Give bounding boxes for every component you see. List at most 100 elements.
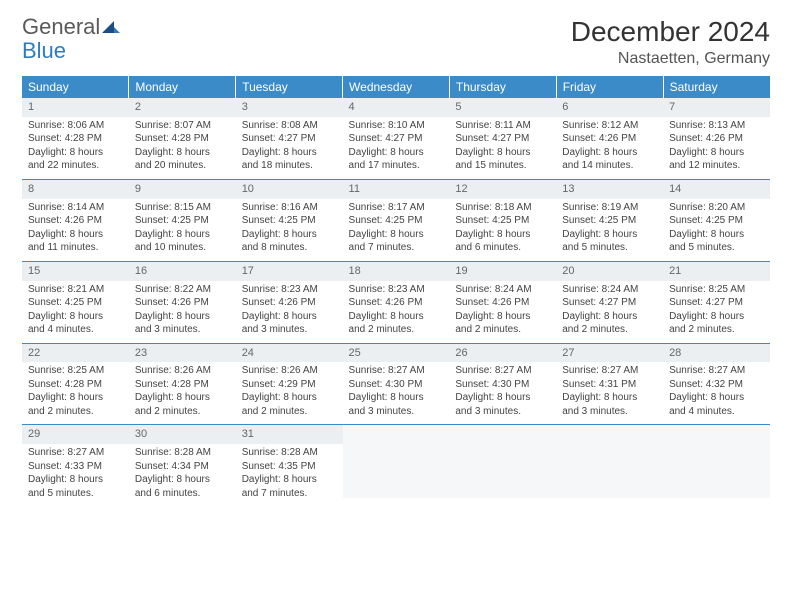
day-body: Sunrise: 8:15 AMSunset: 4:25 PMDaylight:…: [129, 199, 236, 261]
day-number: 26: [449, 344, 556, 363]
daylight-line1: Daylight: 8 hours: [28, 146, 123, 160]
calendar-day-cell: 20Sunrise: 8:24 AMSunset: 4:27 PMDayligh…: [556, 261, 663, 343]
daylight-line2: and 2 minutes.: [28, 405, 123, 419]
daylight-line1: Daylight: 8 hours: [562, 391, 657, 405]
day-body: Sunrise: 8:21 AMSunset: 4:25 PMDaylight:…: [22, 281, 129, 343]
day-body: Sunrise: 8:25 AMSunset: 4:28 PMDaylight:…: [22, 362, 129, 424]
sunset-text: Sunset: 4:35 PM: [242, 460, 337, 474]
calendar-day-cell: 15Sunrise: 8:21 AMSunset: 4:25 PMDayligh…: [22, 261, 129, 343]
calendar-day-cell: 30Sunrise: 8:28 AMSunset: 4:34 PMDayligh…: [129, 425, 236, 506]
sunset-text: Sunset: 4:27 PM: [242, 132, 337, 146]
day-number: 13: [556, 180, 663, 199]
day-number: 27: [556, 344, 663, 363]
sunrise-text: Sunrise: 8:26 AM: [135, 364, 230, 378]
day-number: [663, 425, 770, 444]
calendar-day-cell: 23Sunrise: 8:26 AMSunset: 4:28 PMDayligh…: [129, 343, 236, 425]
weekday-header: Sunday: [22, 76, 129, 98]
calendar-week-row: 8Sunrise: 8:14 AMSunset: 4:26 PMDaylight…: [22, 179, 770, 261]
sunrise-text: Sunrise: 8:27 AM: [562, 364, 657, 378]
logo-sail-icon: [100, 19, 120, 40]
daylight-line2: and 4 minutes.: [28, 323, 123, 337]
calendar-day-cell: 8Sunrise: 8:14 AMSunset: 4:26 PMDaylight…: [22, 179, 129, 261]
sunset-text: Sunset: 4:25 PM: [455, 214, 550, 228]
daylight-line1: Daylight: 8 hours: [669, 146, 764, 160]
calendar-day-cell: 27Sunrise: 8:27 AMSunset: 4:31 PMDayligh…: [556, 343, 663, 425]
day-body: Sunrise: 8:24 AMSunset: 4:27 PMDaylight:…: [556, 281, 663, 343]
weekday-header: Thursday: [449, 76, 556, 98]
weekday-header: Tuesday: [236, 76, 343, 98]
calendar-day-cell: 6Sunrise: 8:12 AMSunset: 4:26 PMDaylight…: [556, 98, 663, 179]
sunrise-text: Sunrise: 8:07 AM: [135, 119, 230, 133]
daylight-line2: and 6 minutes.: [135, 487, 230, 501]
daylight-line2: and 4 minutes.: [669, 405, 764, 419]
calendar-day-cell: 12Sunrise: 8:18 AMSunset: 4:25 PMDayligh…: [449, 179, 556, 261]
day-number: 18: [343, 262, 450, 281]
daylight-line1: Daylight: 8 hours: [242, 473, 337, 487]
day-body: Sunrise: 8:25 AMSunset: 4:27 PMDaylight:…: [663, 281, 770, 343]
day-body: Sunrise: 8:23 AMSunset: 4:26 PMDaylight:…: [343, 281, 450, 343]
sunset-text: Sunset: 4:27 PM: [349, 132, 444, 146]
sunrise-text: Sunrise: 8:27 AM: [455, 364, 550, 378]
day-number: 23: [129, 344, 236, 363]
day-number: 5: [449, 98, 556, 117]
daylight-line2: and 20 minutes.: [135, 159, 230, 173]
sunrise-text: Sunrise: 8:13 AM: [669, 119, 764, 133]
day-body: Sunrise: 8:10 AMSunset: 4:27 PMDaylight:…: [343, 117, 450, 179]
calendar-day-cell: 5Sunrise: 8:11 AMSunset: 4:27 PMDaylight…: [449, 98, 556, 179]
calendar-day-cell: [663, 425, 770, 506]
calendar-day-cell: 7Sunrise: 8:13 AMSunset: 4:26 PMDaylight…: [663, 98, 770, 179]
day-body: Sunrise: 8:08 AMSunset: 4:27 PMDaylight:…: [236, 117, 343, 179]
daylight-line1: Daylight: 8 hours: [28, 391, 123, 405]
sunrise-text: Sunrise: 8:12 AM: [562, 119, 657, 133]
daylight-line2: and 2 minutes.: [349, 323, 444, 337]
sunset-text: Sunset: 4:28 PM: [135, 132, 230, 146]
day-body: Sunrise: 8:26 AMSunset: 4:28 PMDaylight:…: [129, 362, 236, 424]
header: General Blue December 2024 Nastaetten, G…: [22, 16, 770, 68]
daylight-line1: Daylight: 8 hours: [669, 310, 764, 324]
sunrise-text: Sunrise: 8:23 AM: [349, 283, 444, 297]
calendar-day-cell: 3Sunrise: 8:08 AMSunset: 4:27 PMDaylight…: [236, 98, 343, 179]
day-body: Sunrise: 8:07 AMSunset: 4:28 PMDaylight:…: [129, 117, 236, 179]
daylight-line2: and 11 minutes.: [28, 241, 123, 255]
daylight-line2: and 2 minutes.: [135, 405, 230, 419]
sunrise-text: Sunrise: 8:22 AM: [135, 283, 230, 297]
calendar-day-cell: 25Sunrise: 8:27 AMSunset: 4:30 PMDayligh…: [343, 343, 450, 425]
daylight-line2: and 10 minutes.: [135, 241, 230, 255]
day-number: 24: [236, 344, 343, 363]
day-number: 16: [129, 262, 236, 281]
sunset-text: Sunset: 4:26 PM: [28, 214, 123, 228]
sunset-text: Sunset: 4:26 PM: [455, 296, 550, 310]
day-number: 30: [129, 425, 236, 444]
calendar-day-cell: 1Sunrise: 8:06 AMSunset: 4:28 PMDaylight…: [22, 98, 129, 179]
logo: General Blue: [22, 16, 120, 63]
sunrise-text: Sunrise: 8:19 AM: [562, 201, 657, 215]
calendar-day-cell: 17Sunrise: 8:23 AMSunset: 4:26 PMDayligh…: [236, 261, 343, 343]
calendar-day-cell: 18Sunrise: 8:23 AMSunset: 4:26 PMDayligh…: [343, 261, 450, 343]
sunset-text: Sunset: 4:26 PM: [562, 132, 657, 146]
day-number: 12: [449, 180, 556, 199]
day-number: 2: [129, 98, 236, 117]
daylight-line1: Daylight: 8 hours: [28, 473, 123, 487]
day-body: Sunrise: 8:13 AMSunset: 4:26 PMDaylight:…: [663, 117, 770, 179]
month-title: December 2024: [571, 16, 770, 48]
sunset-text: Sunset: 4:33 PM: [28, 460, 123, 474]
daylight-line2: and 7 minutes.: [242, 487, 337, 501]
calendar-day-cell: 2Sunrise: 8:07 AMSunset: 4:28 PMDaylight…: [129, 98, 236, 179]
calendar-day-cell: 21Sunrise: 8:25 AMSunset: 4:27 PMDayligh…: [663, 261, 770, 343]
sunrise-text: Sunrise: 8:25 AM: [28, 364, 123, 378]
day-body: Sunrise: 8:16 AMSunset: 4:25 PMDaylight:…: [236, 199, 343, 261]
sunset-text: Sunset: 4:28 PM: [28, 378, 123, 392]
sunrise-text: Sunrise: 8:21 AM: [28, 283, 123, 297]
sunrise-text: Sunrise: 8:28 AM: [135, 446, 230, 460]
weekday-header: Monday: [129, 76, 236, 98]
daylight-line2: and 14 minutes.: [562, 159, 657, 173]
sunset-text: Sunset: 4:30 PM: [455, 378, 550, 392]
day-number: 29: [22, 425, 129, 444]
sunset-text: Sunset: 4:25 PM: [349, 214, 444, 228]
weekday-header: Saturday: [663, 76, 770, 98]
calendar-day-cell: [449, 425, 556, 506]
day-number: 31: [236, 425, 343, 444]
sunrise-text: Sunrise: 8:10 AM: [349, 119, 444, 133]
daylight-line2: and 3 minutes.: [135, 323, 230, 337]
daylight-line2: and 5 minutes.: [669, 241, 764, 255]
